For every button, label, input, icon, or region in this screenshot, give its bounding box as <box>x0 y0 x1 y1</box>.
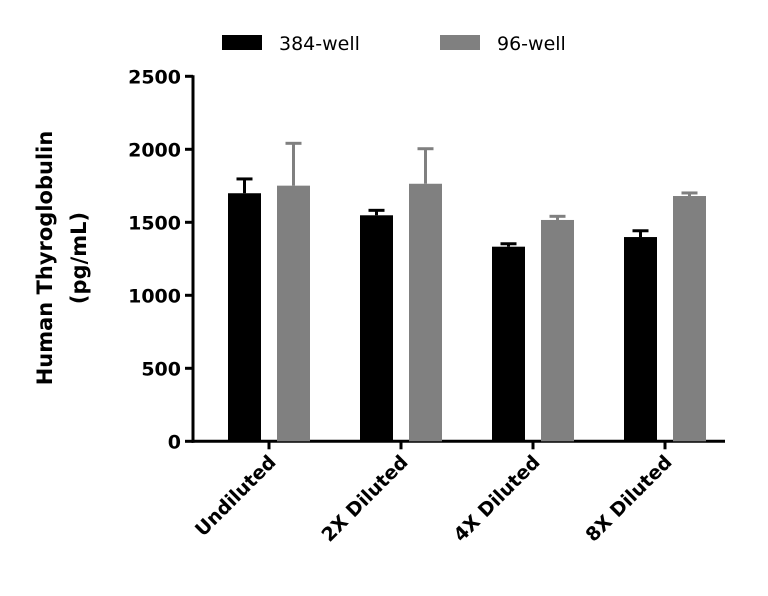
bar-96-well <box>541 219 574 442</box>
x-axis: Undiluted 2X Diluted 4X Diluted 8X Diluted <box>191 439 725 546</box>
x-tick-label: 4X Diluted <box>450 451 545 546</box>
legend: 384-well 96-well <box>222 33 566 55</box>
legend-swatch <box>440 35 480 50</box>
y-tick-label: 2500 <box>128 66 181 88</box>
bars <box>228 141 706 442</box>
x-tick-label: Undiluted <box>191 451 281 541</box>
y-tick-label: 500 <box>141 358 181 380</box>
y-tick-label: 1500 <box>128 212 181 234</box>
y-axis-title-line2: (pg/mL) <box>67 212 91 304</box>
y-tick-label: 2000 <box>128 139 181 161</box>
bar-384-well <box>492 246 525 442</box>
legend-label: 384-well <box>279 33 360 55</box>
bar-384-well <box>360 215 393 442</box>
bar-96-well <box>673 196 706 442</box>
bar-384-well <box>228 193 261 442</box>
y-tick-label: 1000 <box>128 285 181 307</box>
y-axis-title-line1: Human Thyroglobulin <box>33 131 57 386</box>
legend-label: 96-well <box>497 33 566 55</box>
bar-384-well <box>624 237 657 442</box>
bar-96-well <box>409 183 442 442</box>
x-tick-label: 8X Diluted <box>582 451 677 546</box>
y-tick-label: 0 <box>168 431 181 453</box>
y-axis: 0 500 1000 1500 2000 2500 <box>128 66 195 453</box>
x-tick-label: 2X Diluted <box>318 451 413 546</box>
legend-swatch <box>222 35 262 50</box>
bar-96-well <box>277 185 310 442</box>
